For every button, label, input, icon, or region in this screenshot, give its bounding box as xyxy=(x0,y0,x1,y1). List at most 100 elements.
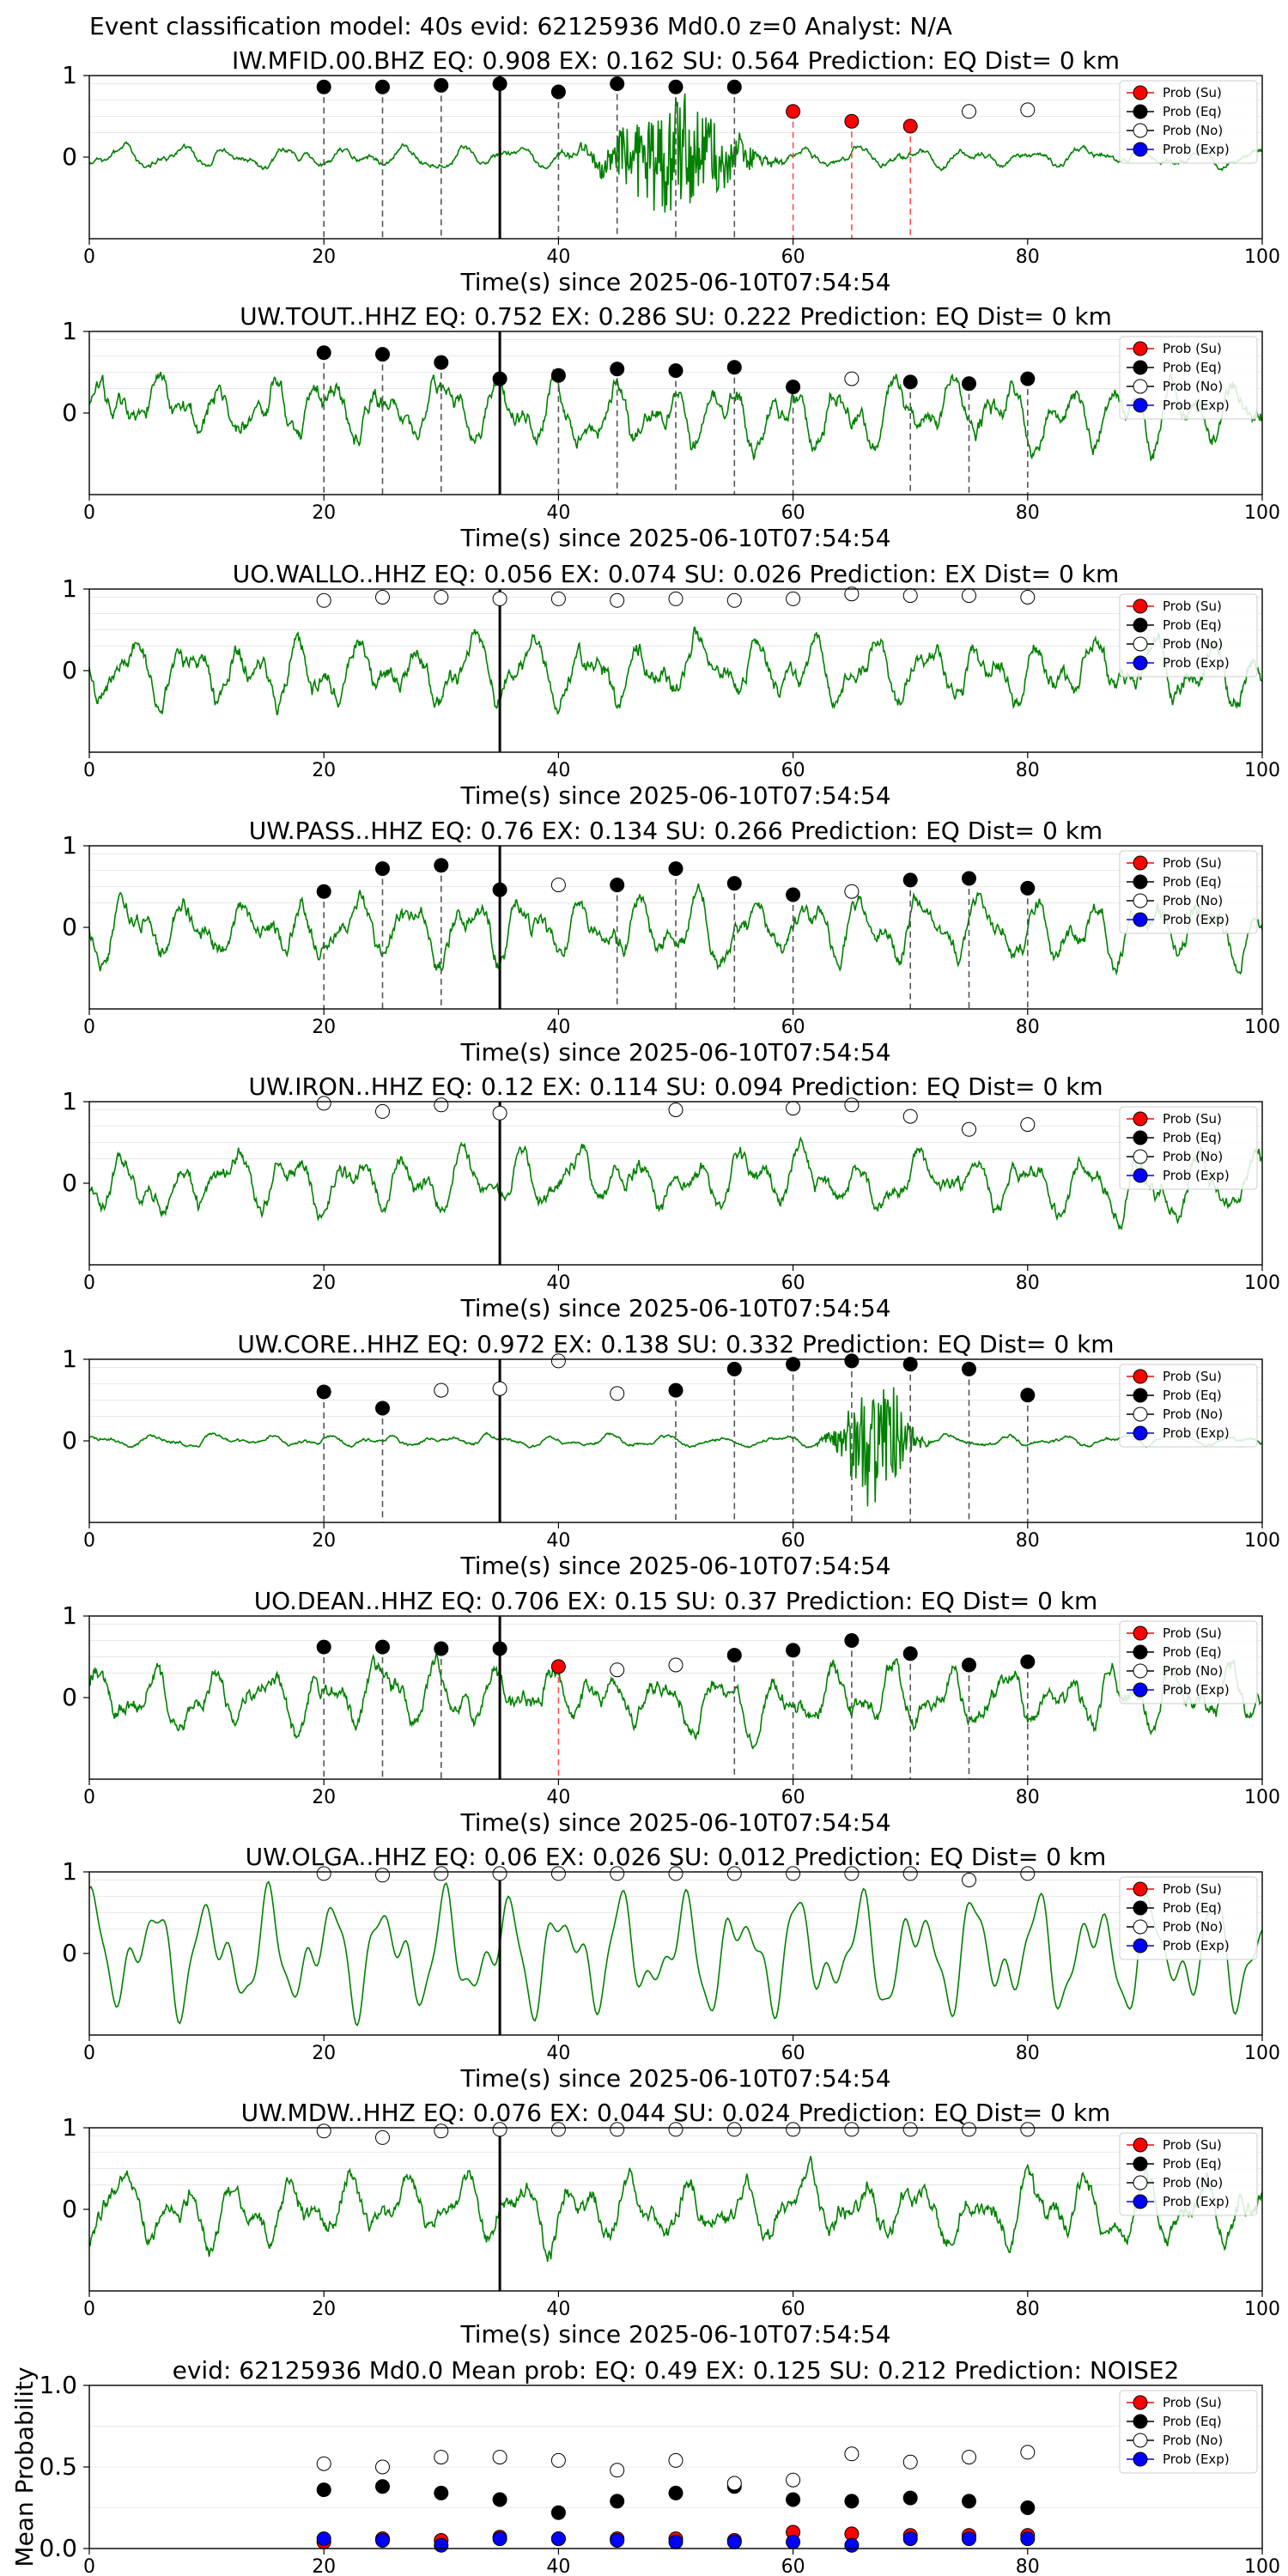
legend-marker-su xyxy=(1133,85,1148,100)
window-point-no xyxy=(962,104,976,119)
legend-box xyxy=(1119,2390,1258,2474)
legend-box xyxy=(1119,1364,1258,1448)
legend-label-su: Prob (Su) xyxy=(1163,1369,1222,1384)
legend-marker-no xyxy=(1133,2433,1148,2448)
mean-point-eq xyxy=(550,2505,566,2520)
window-point-eq xyxy=(492,882,507,897)
legend-label-su: Prob (Su) xyxy=(1163,341,1222,356)
window-point-no xyxy=(668,1866,683,1881)
legend-marker-exp xyxy=(1133,2194,1148,2209)
plot-frame xyxy=(88,1615,1263,1780)
x-tick-label: 100 xyxy=(1244,760,1280,781)
x-tick-label: 0 xyxy=(83,2556,95,2576)
window-point-eq xyxy=(316,1384,331,1400)
window-point-no xyxy=(316,1866,331,1881)
x-tick-label: 20 xyxy=(312,1787,336,1808)
window-point-eq xyxy=(492,76,507,91)
legend-label-eq: Prob (Eq) xyxy=(1163,2414,1222,2429)
x-tick-label: 20 xyxy=(312,760,336,781)
window-point-eq xyxy=(726,876,742,891)
mean-point-eq xyxy=(492,2492,507,2507)
panel-7: UO.DEAN..HHZ EQ: 0.706 EX: 0.15 SU: 0.37… xyxy=(62,1587,1280,1837)
legend-label-no: Prob (No) xyxy=(1163,379,1223,394)
x-tick-label: 100 xyxy=(1244,2043,1280,2064)
window-point-eq xyxy=(375,1400,390,1416)
x-tick-label: 0 xyxy=(83,1787,95,1808)
mean-point-no xyxy=(375,2459,390,2475)
window-point-no xyxy=(902,2122,918,2137)
panel-3: UO.WALLO..HHZ EQ: 0.056 EX: 0.074 SU: 0.… xyxy=(62,560,1280,810)
x-axis-label: Time(s) since 2025-06-10T07:54:54 xyxy=(459,1294,890,1322)
legend-marker-eq xyxy=(1133,874,1148,890)
window-point-eq xyxy=(786,1643,801,1658)
y-tick-label: 1 xyxy=(62,1601,77,1630)
window-point-no xyxy=(844,1097,860,1113)
window-point-no xyxy=(668,591,683,606)
legend-box xyxy=(1119,336,1258,420)
window-point-eq xyxy=(316,79,331,94)
window-point-no xyxy=(492,2122,507,2137)
legend-marker-eq xyxy=(1133,1388,1148,1403)
legend-label-exp: Prob (Exp) xyxy=(1163,142,1230,157)
y-tick-label: 1 xyxy=(62,2113,77,2142)
window-point-eq xyxy=(844,1353,860,1369)
mean-point-eq xyxy=(786,2492,801,2507)
legend-marker-exp xyxy=(1133,398,1148,413)
x-tick-label: 60 xyxy=(781,2556,805,2576)
mean-point-no xyxy=(434,2450,449,2465)
x-tick-label: 60 xyxy=(781,2299,805,2320)
window-point-no xyxy=(726,592,742,608)
legend-marker-no xyxy=(1133,123,1148,138)
x-tick-label: 100 xyxy=(1244,2556,1280,2576)
x-tick-label: 80 xyxy=(1016,1017,1040,1038)
mean-point-exp xyxy=(962,2531,976,2547)
panel-6: UW.CORE..HHZ EQ: 0.972 EX: 0.138 SU: 0.3… xyxy=(62,1330,1280,1580)
legend-marker-su xyxy=(1133,598,1148,614)
window-point-eq xyxy=(434,355,449,370)
legend-label-no: Prob (No) xyxy=(1163,1406,1223,1422)
legend-label-su: Prob (Su) xyxy=(1163,598,1222,614)
window-point-eq xyxy=(434,1641,449,1656)
x-tick-label: 40 xyxy=(546,760,570,781)
waveform-trace xyxy=(88,1880,1263,2027)
legend-box xyxy=(1119,1106,1258,1190)
x-tick-label: 100 xyxy=(1244,1530,1280,1552)
mean-point-no xyxy=(492,2450,507,2465)
window-point-no xyxy=(902,1109,918,1124)
legend-marker-no xyxy=(1133,379,1148,394)
legend-marker-no xyxy=(1133,636,1148,652)
window-point-eq xyxy=(492,371,507,386)
window-point-eq xyxy=(316,345,331,361)
mean-point-eq xyxy=(434,2485,449,2500)
mean-point-exp xyxy=(375,2533,390,2548)
window-point-eq xyxy=(902,374,918,390)
panel-title: UW.TOUT..HHZ EQ: 0.752 EX: 0.286 SU: 0.2… xyxy=(240,302,1112,331)
window-point-no xyxy=(610,1386,625,1401)
window-point-eq xyxy=(786,887,801,902)
window-point-no xyxy=(1020,1117,1036,1133)
legend-marker-exp xyxy=(1133,655,1148,671)
window-point-eq xyxy=(844,1633,860,1648)
panel-8: UW.OLGA..HHZ EQ: 0.06 EX: 0.026 SU: 0.01… xyxy=(62,1843,1280,2093)
panel-title: IW.MFID.00.BHZ EQ: 0.908 EX: 0.162 SU: 0… xyxy=(232,46,1120,75)
panel-title: UW.IRON..HHZ EQ: 0.12 EX: 0.114 SU: 0.09… xyxy=(248,1072,1103,1101)
window-point-no xyxy=(786,1866,801,1881)
y-tick-label: 0 xyxy=(62,656,77,684)
legend-label-su: Prob (Su) xyxy=(1163,1881,1222,1897)
window-point-eq xyxy=(726,1648,742,1663)
x-tick-label: 40 xyxy=(546,1017,570,1038)
legend-marker-no xyxy=(1133,2175,1148,2190)
legend-label-no: Prob (No) xyxy=(1163,1149,1223,1164)
window-point-eq xyxy=(668,363,683,379)
y-tick-label: 1 xyxy=(62,574,77,603)
window-point-no xyxy=(610,1662,625,1678)
figure-title: Event classification model: 40s evid: 62… xyxy=(89,12,952,40)
window-point-eq xyxy=(550,368,566,383)
x-tick-label: 60 xyxy=(781,1273,805,1294)
legend-label-exp: Prob (Exp) xyxy=(1163,1425,1230,1441)
panel-4: UW.PASS..HHZ EQ: 0.76 EX: 0.134 SU: 0.26… xyxy=(62,817,1280,1066)
x-tick-label: 40 xyxy=(546,2556,570,2576)
legend-marker-exp xyxy=(1133,1168,1148,1183)
legend-marker-eq xyxy=(1133,1644,1148,1660)
window-point-su xyxy=(786,104,801,119)
